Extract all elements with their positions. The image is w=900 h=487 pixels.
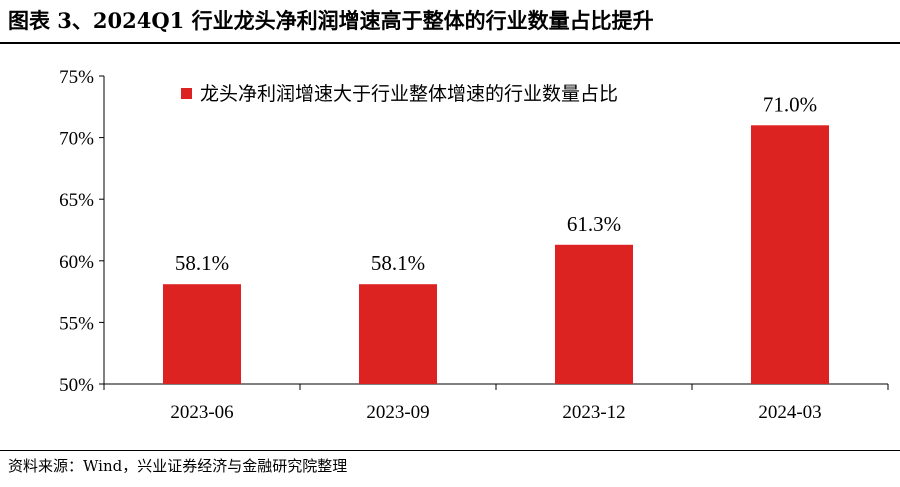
y-axis: 50% 55% 60% 65% 70% 75% [59, 67, 105, 396]
legend-swatch [181, 88, 192, 99]
chart-title: 图表 3、2024Q1 行业龙头净利润增速高于整体的行业数量占比提升 [8, 8, 654, 33]
bar-data-label: 61.3% [567, 212, 621, 236]
title-divider [0, 42, 900, 44]
bar-data-label: 71.0% [763, 92, 817, 116]
source-note: 资料来源：Wind，兴业证券经济与金融研究院整理 [8, 457, 348, 475]
y-tick-label: 60% [59, 252, 94, 273]
x-tick-label: 2023-12 [562, 402, 625, 423]
y-tick-label: 65% [59, 190, 94, 211]
x-tick-label: 2024-03 [758, 402, 821, 423]
bar [359, 284, 437, 384]
bar-chart: 50% 55% 60% 65% 70% 75% 2023-06 2023-09 2023-12… [59, 67, 889, 423]
data-labels: 58.1% 58.1% 61.3% 71.0% [175, 92, 817, 275]
bar-data-label: 58.1% [175, 251, 229, 275]
x-tick-label: 2023-09 [366, 402, 429, 423]
bar-series [163, 125, 829, 384]
bar [163, 284, 241, 384]
footer-divider [0, 450, 900, 451]
y-tick-label: 70% [59, 129, 94, 150]
bar [751, 125, 829, 384]
bar [555, 244, 633, 384]
y-tick-label: 55% [59, 313, 94, 334]
legend: 龙头净利润增速大于行业整体增速的行业数量占比 [181, 83, 618, 105]
y-tick-label: 75% [59, 67, 94, 88]
x-axis: 2023-06 2023-09 2023-12 2024-03 [103, 383, 889, 423]
bar-data-label: 58.1% [371, 251, 425, 275]
x-tick-label: 2023-06 [170, 402, 233, 423]
y-tick-label: 50% [59, 375, 94, 396]
legend-label: 龙头净利润增速大于行业整体增速的行业数量占比 [200, 83, 618, 105]
